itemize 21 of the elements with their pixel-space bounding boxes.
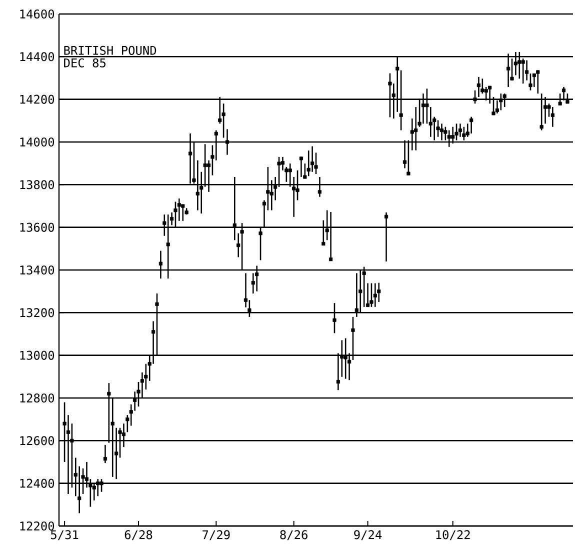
y-tick-label: 12600: [20, 436, 54, 446]
x-tick-label: 8/26: [280, 530, 308, 540]
y-tick-label: 12200: [20, 521, 54, 531]
x-tick-label: 9/24: [354, 530, 382, 540]
y-tick-label: 14400: [20, 52, 54, 62]
y-tick-label: 14600: [20, 9, 54, 19]
text: BRITISH POUND: [64, 46, 156, 55]
y-tick-label: 13200: [20, 308, 54, 318]
y-tick-label: 12800: [20, 393, 54, 403]
x-tick-label: 7/29: [202, 530, 230, 540]
text: DEC 85: [64, 58, 106, 68]
y-tick-label: 13600: [20, 222, 54, 232]
x-tick-label: 6/28: [124, 530, 152, 540]
y-tick-label: 13000: [20, 350, 54, 360]
x-tick-label: 10/22: [436, 530, 470, 540]
y-tick-label: 12400: [20, 478, 54, 488]
y-tick-label: 14200: [20, 94, 54, 104]
y-tick-label: 13400: [20, 265, 54, 275]
x-tick-label: 5/31: [50, 530, 78, 540]
y-tick-label: 14000: [20, 137, 54, 147]
y-tick-label: 13800: [20, 180, 54, 190]
